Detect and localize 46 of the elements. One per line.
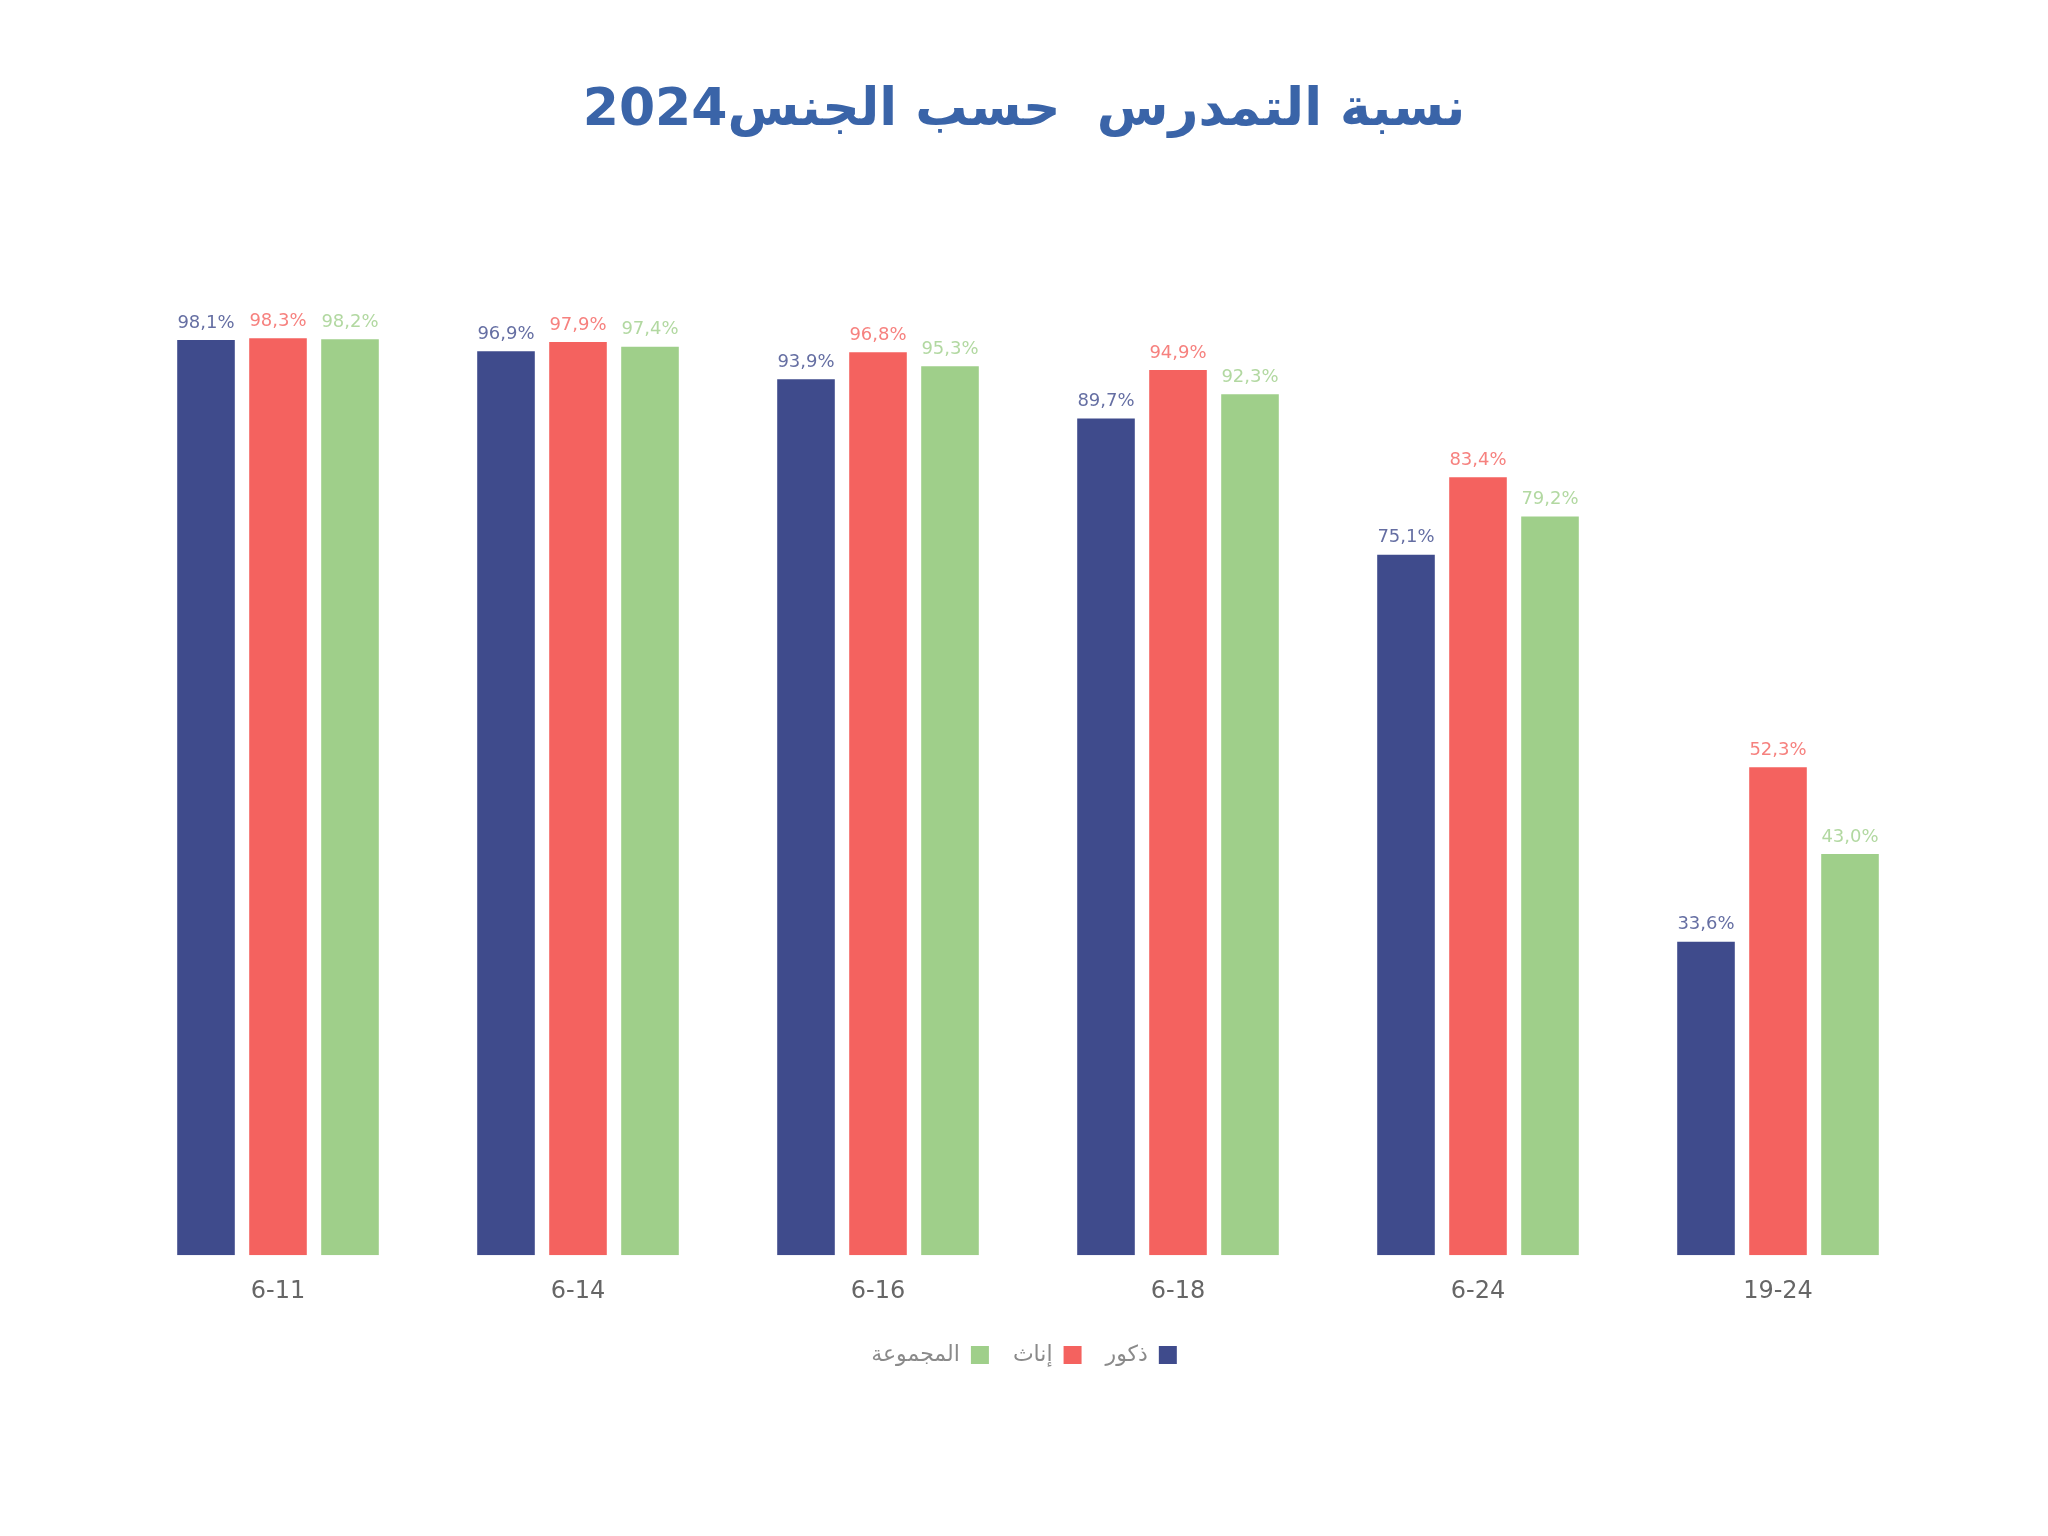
data-label: 93,9% [777,349,835,371]
data-label: 79,2% [1521,487,1579,509]
bar [549,341,607,1256]
data-label: 33,6% [1677,912,1735,934]
x-tick-label: 6-16 [850,1275,906,1304]
data-label: 95,3% [921,336,979,358]
x-tick-label: 6-14 [550,1275,606,1304]
legend-label: ذكور [1104,1340,1148,1366]
bar [1377,554,1435,1256]
bar [1677,941,1735,1256]
data-label: 98,1% [177,310,235,332]
bar [1149,369,1207,1256]
data-label: 94,9% [1149,340,1207,362]
bar [621,346,679,1256]
data-label: 52,3% [1749,738,1807,760]
data-label: 97,9% [549,312,607,334]
chart-title: نسبة التمدرس حسب الجنس2024 [582,76,1466,138]
x-tick-label: 19-24 [1743,1275,1813,1304]
data-label: 97,4% [621,317,679,339]
bar [921,366,979,1256]
bar [1821,854,1879,1256]
bar [1221,394,1279,1256]
bar [777,379,835,1256]
x-tick-label: 6-18 [1150,1275,1206,1304]
bar [249,338,307,1256]
bar [1521,516,1579,1256]
data-label: 98,2% [321,309,379,331]
legend-label: المجموعة [871,1340,960,1366]
data-label: 96,9% [477,321,535,343]
data-label: 89,7% [1077,389,1135,411]
legend-label: إناث [1012,1340,1053,1367]
bar [477,351,535,1256]
bar [177,340,235,1256]
bar [1077,418,1135,1256]
data-label: 92,3% [1221,364,1279,386]
data-label: 43,0% [1821,824,1879,846]
x-tick-label: 6-11 [250,1275,306,1304]
x-tick-label: 6-24 [1450,1275,1506,1304]
bar [1449,477,1507,1256]
data-label: 96,8% [849,322,907,344]
data-label: 98,3% [249,308,307,330]
data-label: 83,4% [1449,447,1507,469]
bar [321,339,379,1256]
data-label: 75,1% [1377,525,1435,547]
bar [1749,767,1807,1256]
bar [849,352,907,1256]
